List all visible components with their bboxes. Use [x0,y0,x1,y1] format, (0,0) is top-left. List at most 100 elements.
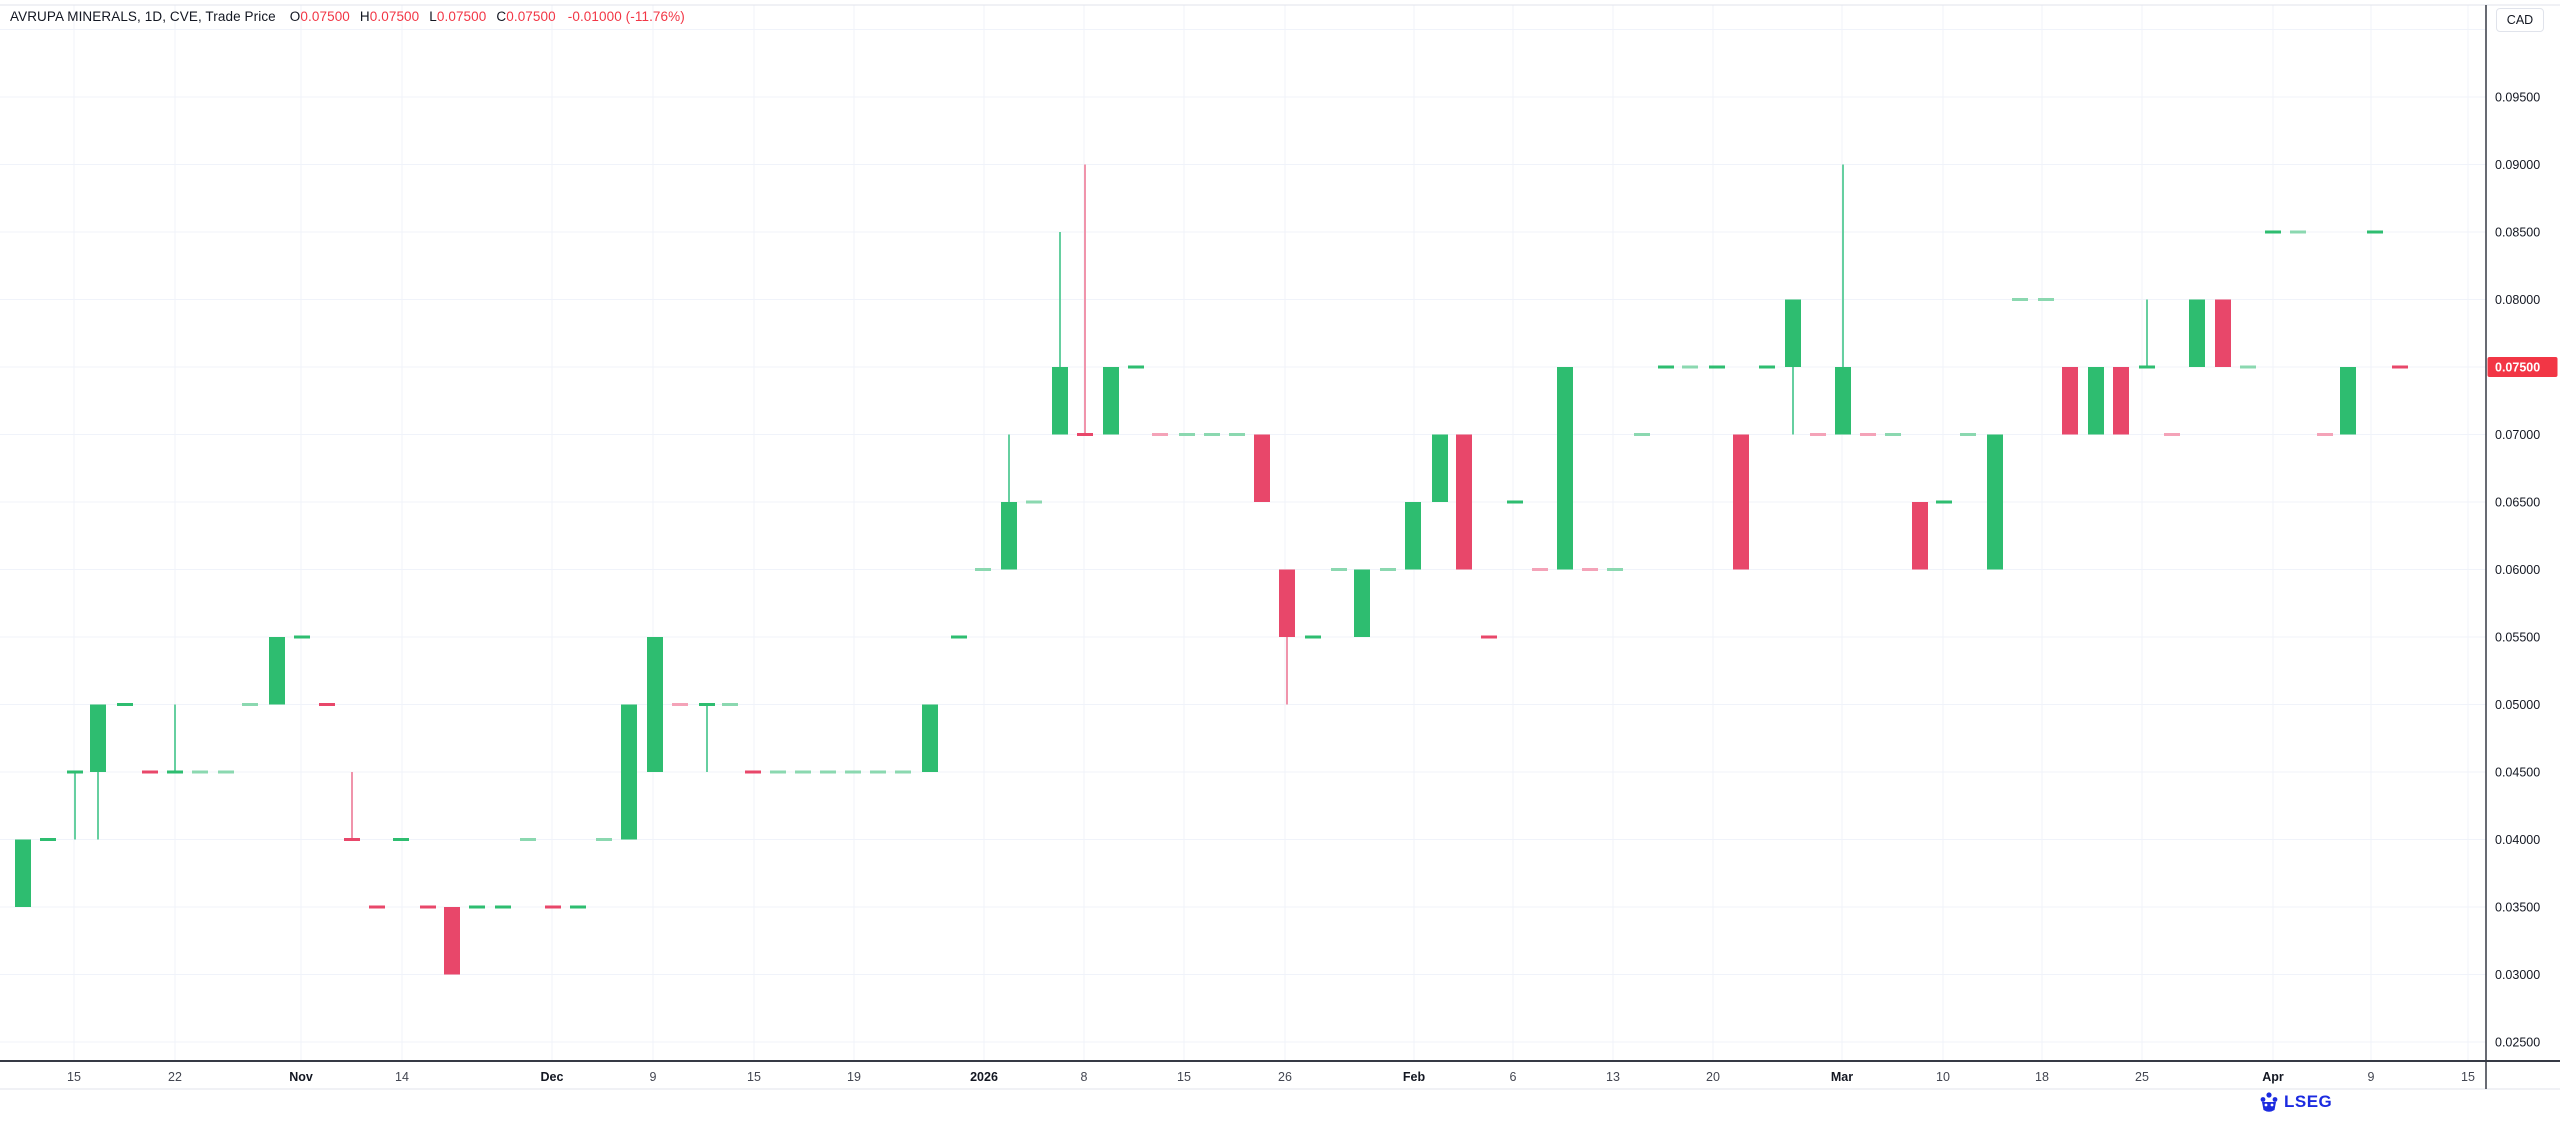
candle[interactable] [975,568,991,571]
candle[interactable] [1532,568,1548,571]
time-axis-label[interactable]: 15 [747,1070,761,1084]
time-axis-label[interactable]: 22 [168,1070,182,1084]
candle[interactable] [699,703,715,772]
candle[interactable] [621,704,637,840]
candle[interactable] [770,770,786,774]
candle[interactable] [672,703,688,706]
time-axis-label[interactable]: 20 [1706,1070,1720,1084]
price-axis-label[interactable]: 0.03500 [2495,901,2540,915]
candle[interactable] [2062,367,2078,435]
currency-badge[interactable]: CAD [2496,8,2544,32]
candle[interactable] [1557,367,1573,570]
time-axis-label[interactable]: 25 [2135,1070,2149,1084]
candle[interactable] [1001,434,1017,570]
candle[interactable] [1305,635,1321,639]
candle[interactable] [2392,365,2408,369]
time-axis-label[interactable]: 8 [1081,1070,1088,1084]
time-axis-label[interactable]: 14 [395,1070,409,1084]
time-axis-label[interactable]: 9 [650,1070,657,1084]
candle[interactable] [344,772,360,841]
time-axis-label[interactable]: Feb [1403,1070,1426,1084]
candle[interactable] [1152,433,1168,436]
candle[interactable] [1432,434,1448,503]
candle[interactable] [2113,367,2129,435]
candle[interactable] [2189,299,2205,368]
candle[interactable] [2088,367,2104,435]
candle[interactable] [2340,367,2356,435]
candle[interactable] [745,770,761,774]
candle[interactable] [393,838,409,841]
time-axis-label[interactable]: 26 [1278,1070,1292,1084]
candle[interactable] [1279,569,1295,705]
candle[interactable] [15,839,31,908]
time-axis-label[interactable]: Nov [289,1070,313,1084]
price-axis-label[interactable]: 0.03000 [2495,968,2540,982]
price-axis-label[interactable]: 0.05000 [2495,698,2540,712]
candle[interactable] [90,704,106,840]
candle[interactable] [269,637,285,705]
candle[interactable] [845,770,861,774]
candle[interactable] [1229,433,1245,436]
price-axis-label[interactable]: 0.04000 [2495,833,2540,847]
candle[interactable] [469,905,485,909]
time-axis-label[interactable]: 13 [1606,1070,1620,1084]
candle[interactable] [1607,568,1623,571]
candle[interactable] [922,704,938,773]
symbol-legend[interactable]: AVRUPA MINERALS, 1D, CVE, Trade Price O0.… [10,9,685,24]
candle[interactable] [2265,230,2281,234]
time-axis-label[interactable]: 19 [847,1070,861,1084]
candle[interactable] [570,905,586,909]
candle[interactable] [1077,164,1093,437]
candle[interactable] [1785,299,1801,435]
candle[interactable] [1331,568,1347,571]
candle[interactable] [545,905,561,909]
time-axis-label[interactable]: 6 [1510,1070,1517,1084]
candle[interactable] [1987,434,2003,570]
candle[interactable] [1835,164,1851,435]
candle[interactable] [1354,569,1370,638]
candle[interactable] [795,770,811,774]
candle[interactable] [1456,434,1472,570]
time-axis-label[interactable]: 15 [2461,1070,2475,1084]
price-axis-label[interactable]: 0.09500 [2495,91,2540,105]
candle[interactable] [1860,433,1876,436]
candle[interactable] [167,704,183,774]
candle[interactable] [369,905,385,909]
candle[interactable] [2240,365,2256,369]
candle[interactable] [1658,365,1674,369]
price-axis-label[interactable]: 0.02500 [2495,1036,2540,1050]
candle[interactable] [1582,568,1598,571]
candle[interactable] [870,770,886,774]
price-axis-label[interactable]: 0.06000 [2495,563,2540,577]
candle[interactable] [951,635,967,639]
candle[interactable] [2317,433,2333,436]
price-axis-label[interactable]: 0.04500 [2495,766,2540,780]
candle[interactable] [2367,230,2383,234]
candle[interactable] [1254,434,1270,503]
candle[interactable] [1204,433,1220,436]
candle[interactable] [1885,433,1901,436]
candle[interactable] [495,905,511,909]
price-axis-label[interactable]: 0.07000 [2495,428,2540,442]
time-axis-label[interactable]: Mar [1831,1070,1853,1084]
candle[interactable] [1960,433,1976,436]
candle[interactable] [1709,365,1725,369]
candle[interactable] [1026,500,1042,504]
candle[interactable] [1128,365,1144,369]
candle[interactable] [1103,367,1119,435]
candle[interactable] [192,770,208,774]
time-axis-label[interactable]: 10 [1936,1070,1950,1084]
candle[interactable] [40,838,56,841]
price-axis-label[interactable]: 0.05500 [2495,631,2540,645]
candle[interactable] [895,770,911,774]
candle[interactable] [820,770,836,774]
candle[interactable] [1936,500,1952,504]
candle[interactable] [67,770,83,840]
candle[interactable] [1810,433,1826,436]
candle[interactable] [1380,568,1396,571]
candle[interactable] [2164,433,2180,436]
candle[interactable] [2012,298,2028,301]
price-axis-label[interactable]: 0.08000 [2495,293,2540,307]
price-axis-label[interactable]: 0.09000 [2495,158,2540,172]
